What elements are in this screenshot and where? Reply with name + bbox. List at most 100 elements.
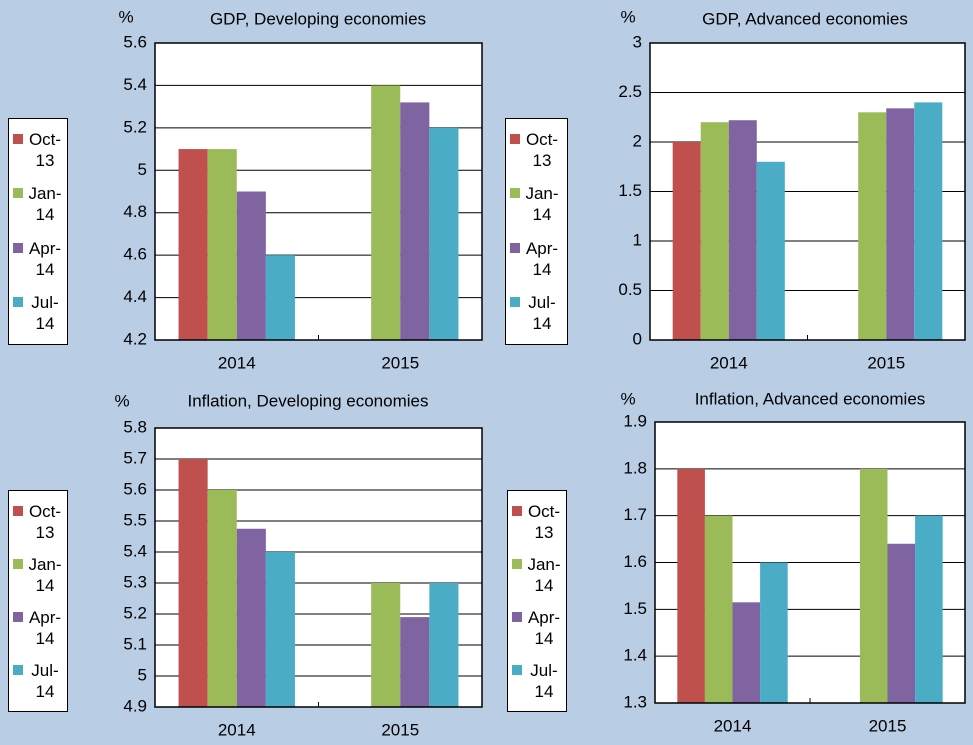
- legend-item: Oct-13: [508, 129, 565, 171]
- bar: [371, 85, 401, 340]
- plot-border: [654, 421, 966, 704]
- legend-swatch: [13, 188, 23, 199]
- bar: [672, 142, 701, 340]
- y-tick-label: 5.7: [123, 448, 147, 467]
- legend-item: Jan-14: [11, 554, 65, 596]
- legend-swatch: [512, 611, 522, 622]
- y-tick-label: 5.5: [123, 510, 147, 529]
- y-axis-label: %: [620, 389, 635, 408]
- y-tick-label: 1.7: [623, 505, 647, 524]
- y-tick-label: 4.4: [123, 287, 147, 306]
- legend-swatch: [512, 664, 522, 675]
- legend-swatch: [13, 664, 23, 675]
- bar: [704, 515, 733, 703]
- y-axis-label: %: [114, 391, 129, 410]
- legend-item: Jan-14: [508, 183, 565, 225]
- legend-label: Apr-14: [527, 607, 561, 648]
- x-tick-label: 2015: [381, 720, 419, 739]
- y-tick-label: 1.6: [623, 552, 647, 571]
- legend-label: Jul-14: [528, 292, 556, 333]
- bar: [859, 468, 888, 703]
- legend-label: Jan-14: [527, 554, 561, 595]
- plot-border: [649, 42, 966, 341]
- y-tick-label: 5: [138, 160, 147, 179]
- chart-title: GDP, Developing economies: [210, 9, 426, 28]
- legend-swatch: [13, 242, 23, 253]
- y-tick-label: 0: [633, 329, 642, 348]
- y-axis-label: %: [118, 7, 133, 26]
- y-tick-label: 5: [138, 665, 147, 684]
- bar: [915, 515, 943, 703]
- y-tick-label: 5.4: [123, 541, 147, 560]
- y-tick-label: 5.4: [123, 75, 147, 94]
- legend-label: Jul-14: [530, 660, 558, 701]
- y-tick-label: 1.5: [618, 181, 642, 200]
- legend-label: Jan-14: [28, 184, 62, 225]
- legend-label: Jan-14: [525, 184, 559, 225]
- y-tick-label: 1.8: [623, 458, 647, 477]
- legend: Oct-13 Jan-14 Apr-14 Jul-14: [507, 490, 567, 712]
- x-tick-label: 2015: [869, 716, 907, 735]
- legend-item: Jan-14: [510, 554, 564, 596]
- y-tick-label: 5.1: [123, 634, 147, 653]
- legend-item: Jul-14: [508, 292, 565, 334]
- bar: [178, 149, 208, 340]
- legend-item: Apr-14: [11, 607, 65, 649]
- legend-label: Apr-14: [28, 238, 62, 279]
- bar: [700, 122, 729, 340]
- y-tick-label: 1.4: [623, 646, 647, 665]
- bar: [858, 112, 887, 340]
- y-tick-label: 1.3: [623, 692, 647, 711]
- bar: [677, 468, 705, 703]
- bar: [756, 161, 785, 340]
- y-tick-label: 1.9: [623, 411, 647, 430]
- bar: [207, 149, 237, 340]
- legend-label: Oct-13: [28, 130, 62, 171]
- bar: [236, 528, 266, 707]
- legend: Oct-13 Jan-14 Apr-14 Jul-14: [8, 490, 68, 712]
- legend-item: Apr-14: [510, 607, 564, 649]
- bar: [178, 459, 208, 707]
- legend-item: Jul-14: [510, 660, 564, 702]
- bar: [886, 108, 915, 340]
- y-tick-label: 5.3: [123, 572, 147, 591]
- bar: [265, 552, 295, 707]
- bar: [207, 490, 237, 707]
- legend-swatch: [510, 242, 520, 253]
- legend-swatch: [13, 296, 23, 307]
- legend-swatch: [512, 558, 522, 569]
- y-tick-label: 4.2: [123, 329, 147, 348]
- legend-item: Jan-14: [11, 183, 65, 225]
- x-tick-label: 2014: [714, 716, 752, 735]
- bar: [760, 562, 788, 703]
- legend-swatch: [510, 188, 520, 199]
- y-tick-label: 3: [633, 32, 642, 51]
- bar: [371, 583, 401, 707]
- y-axis-label: %: [620, 7, 635, 26]
- plot-border: [154, 427, 483, 708]
- legend-item: Apr-14: [11, 238, 65, 280]
- y-tick-label: 5.2: [123, 603, 147, 622]
- y-tick-label: 1.5: [623, 599, 647, 618]
- legend-label: Apr-14: [28, 607, 62, 648]
- legend-swatch: [13, 558, 23, 569]
- legend-label: Jul-14: [31, 292, 59, 333]
- y-tick-label: 4.9: [123, 696, 147, 715]
- chart-title: GDP, Advanced economies: [702, 9, 908, 28]
- chart-title: Inflation, Advanced economies: [695, 389, 926, 408]
- bar: [887, 543, 916, 703]
- bar: [429, 127, 459, 340]
- bar: [400, 102, 430, 341]
- x-tick-label: 2015: [867, 353, 905, 372]
- legend-label: Oct-13: [28, 501, 62, 542]
- x-tick-label: 2014: [710, 353, 748, 372]
- legend-item: Oct-13: [11, 129, 65, 171]
- legend-label: Apr-14: [525, 238, 559, 279]
- y-tick-label: 4.6: [123, 245, 147, 264]
- y-tick-label: 0.5: [618, 280, 642, 299]
- plot-border: [154, 42, 483, 341]
- legend: Oct-13 Jan-14 Apr-14 Jul-14: [8, 118, 68, 345]
- legend-label: Jul-14: [31, 660, 59, 701]
